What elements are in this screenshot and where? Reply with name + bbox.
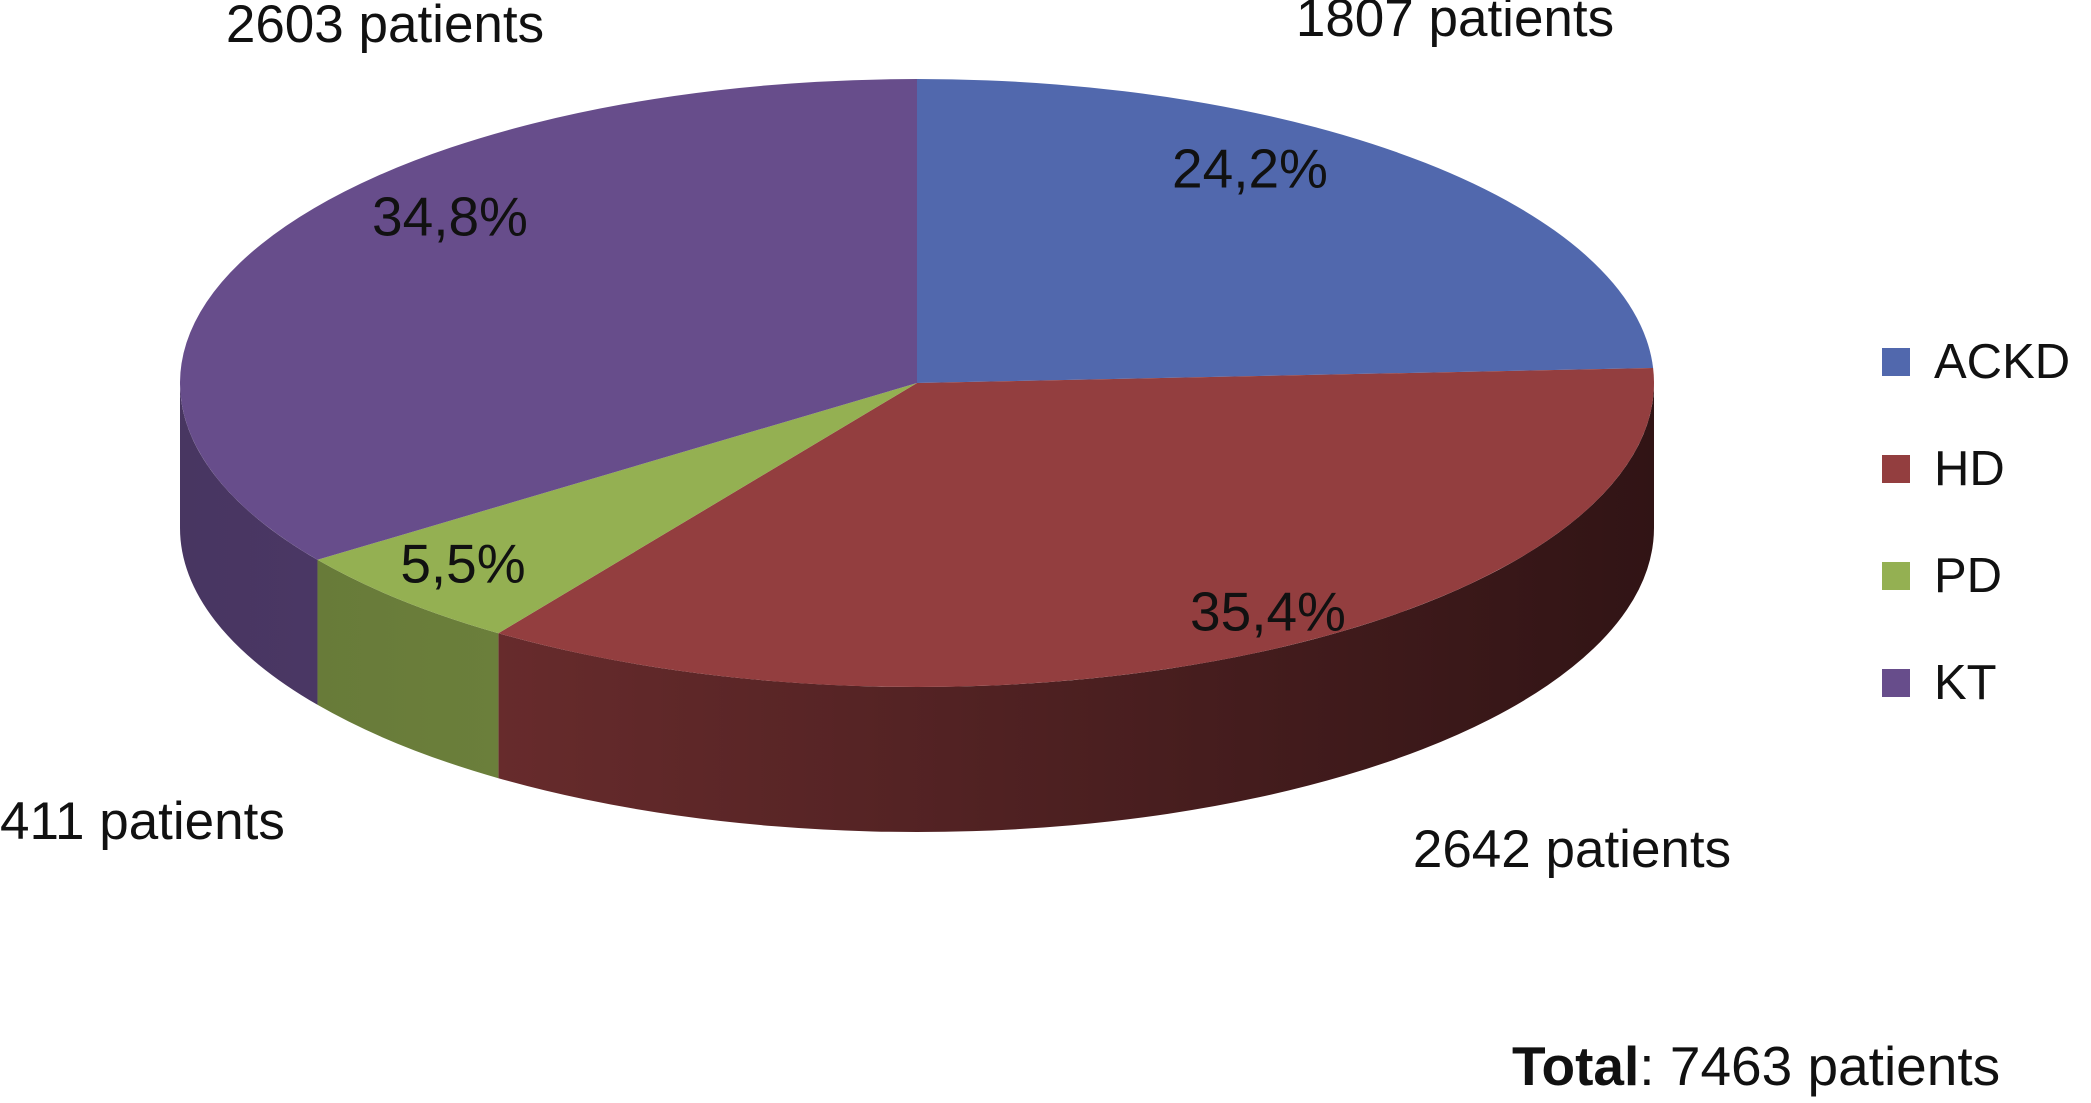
percent-label-kt: 34,8%: [372, 186, 528, 248]
pie-sides: [180, 383, 1654, 832]
legend-swatch-hd: [1882, 454, 1910, 483]
legend-label-ackd: ACKD: [1934, 334, 2071, 389]
pie-top-faces: [180, 79, 1655, 687]
percent-label-hd: 35,4%: [1190, 581, 1346, 643]
count-label-pd: 411 patients: [0, 792, 285, 851]
count-label-hd: 2642 patients: [1413, 820, 1731, 879]
legend: ACKD HD PD KT: [1882, 308, 2070, 736]
legend-swatch-ackd: [1882, 347, 1910, 376]
legend-item-ackd: ACKD: [1882, 308, 2070, 415]
pie-slice-kt: [180, 79, 917, 560]
count-label-kt: 2603 patients: [226, 0, 544, 54]
pie-slice-pd: [317, 383, 917, 634]
legend-item-pd: PD: [1882, 522, 2070, 629]
legend-item-hd: HD: [1882, 415, 2070, 522]
legend-label-hd: HD: [1934, 441, 2005, 496]
pie-slice-hd: [498, 367, 1655, 687]
total-value: 7463 patients: [1654, 1035, 2001, 1097]
pie-side-kt: [180, 383, 318, 705]
pie-slice-ackd: [917, 79, 1654, 383]
pie-side-pd: [317, 559, 499, 779]
pie-side-hd: [498, 383, 1654, 832]
legend-swatch-kt: [1882, 668, 1910, 697]
legend-label-pd: PD: [1934, 548, 2003, 603]
legend-item-kt: KT: [1882, 629, 2070, 736]
total-patients: Total: 7463 patients: [1512, 1034, 2000, 1098]
legend-label-kt: KT: [1934, 655, 1997, 710]
percent-label-ackd: 24,2%: [1172, 138, 1328, 200]
total-label: Total: [1512, 1035, 1640, 1097]
count-label-ackd: 1807 patients: [1296, 0, 1614, 48]
total-separator: :: [1639, 1035, 1655, 1097]
pie-labels: 24,2% 1807 patients 35,4% 2642 patients 5,5%…: [0, 0, 1731, 879]
percent-label-pd: 5,5%: [400, 533, 525, 595]
legend-swatch-pd: [1882, 561, 1910, 590]
